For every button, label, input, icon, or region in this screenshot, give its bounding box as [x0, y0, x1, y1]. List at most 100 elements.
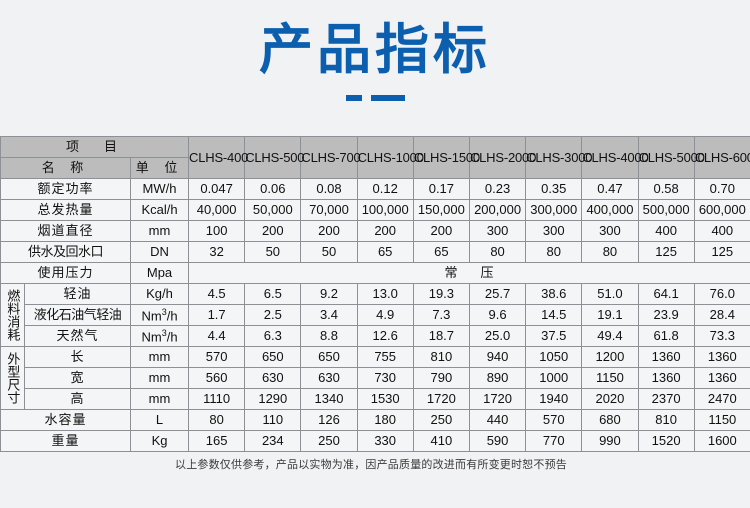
- table-row: 液化石油气轻油 Nm3/h 1.7 2.5 3.4 4.9 7.3 9.6 14.5 19.1 23…: [1, 304, 750, 326]
- row-value: 49.4: [581, 325, 639, 347]
- row-value: 80: [188, 409, 246, 431]
- row-value: 51.0: [581, 283, 639, 305]
- row-value: 2020: [581, 388, 639, 410]
- row-unit: Mpa: [129, 262, 190, 284]
- row-value: 1600: [693, 430, 750, 452]
- row-value: 630: [244, 367, 302, 389]
- header-item-group: 项 目: [0, 136, 190, 158]
- row-value: 570: [525, 409, 583, 431]
- row-value: 0.17: [412, 178, 470, 200]
- header-model-4: CLHS-1000: [356, 136, 424, 179]
- row-value: 4.4: [188, 325, 246, 347]
- row-value: 1720: [468, 388, 527, 410]
- row-value: 180: [356, 409, 414, 431]
- divider-dash-long: [370, 94, 405, 101]
- row-value: 1360: [693, 346, 750, 368]
- row-value: 64.1: [637, 283, 695, 305]
- row-value: 0.35: [525, 178, 583, 200]
- row-value: 990: [581, 430, 639, 452]
- row-value: 8.8: [300, 325, 358, 347]
- row-value: 600,000: [693, 199, 750, 221]
- row-value: 165: [188, 430, 246, 452]
- row-group-dimension: 外型尺寸: [0, 346, 25, 410]
- row-value: 570: [188, 346, 246, 368]
- row-value: 650: [244, 346, 302, 368]
- row-value: 0.70: [693, 178, 750, 200]
- row-value: 50,000: [244, 199, 302, 221]
- row-value: 200: [356, 220, 414, 242]
- row-unit: DN: [129, 241, 190, 263]
- row-value: 1110: [188, 388, 246, 410]
- row-value: 730: [356, 367, 414, 389]
- row-unit: Kcal/h: [129, 199, 190, 221]
- row-value: 23.9: [637, 304, 695, 326]
- header-model-2: CLHS-500: [244, 136, 305, 179]
- row-value: 9.2: [300, 283, 358, 305]
- row-unit: mm: [129, 220, 190, 242]
- row-value: 4.5: [188, 283, 246, 305]
- table-header-row-2: 名 称单 位: [0, 157, 750, 179]
- spec-table-wrap: 项 目 CLHS-400 CLHS-500 CLHS-700 CLHS-1000 CLHS…: [0, 136, 750, 452]
- row-value: 680: [581, 409, 639, 431]
- table-row: 外型尺寸长 mm 570 650 650 755 810 940 1050 1200 1360 136…: [0, 346, 750, 410]
- row-value: 80: [468, 241, 527, 263]
- row-value: 1360: [693, 367, 750, 389]
- row-value: 50: [300, 241, 358, 263]
- header-model-3: CLHS-700: [300, 136, 361, 179]
- row-value: 25.0: [468, 325, 527, 347]
- title-block: 产品指标: [0, 0, 750, 101]
- row-value: 400: [637, 220, 695, 242]
- row-label: 液化石油气轻油: [24, 304, 131, 326]
- row-unit: Kg/h: [129, 283, 190, 305]
- row-label: 供水及回水口: [0, 241, 131, 263]
- row-value: 2.5: [244, 304, 302, 326]
- row-value: 250: [300, 430, 358, 452]
- row-value: 400,000: [581, 199, 639, 221]
- row-value: 9.6: [468, 304, 527, 326]
- row-value: 1520: [637, 430, 695, 452]
- row-value: 0.47: [581, 178, 639, 200]
- spec-table: 项 目 CLHS-400 CLHS-500 CLHS-700 CLHS-1000 CLHS…: [0, 136, 750, 452]
- row-value: 37.5: [525, 325, 583, 347]
- row-value: 250: [412, 409, 470, 431]
- row-unit: Kg: [129, 430, 190, 452]
- row-value: 73.3: [693, 325, 750, 347]
- row-value: 70,000: [300, 199, 358, 221]
- row-value: 500,000: [637, 199, 695, 221]
- table-row: 高 mm 1110 1290 1340 1530 1720 1720 1940 2020 2370 2…: [1, 388, 750, 410]
- row-value: 1.7: [188, 304, 246, 326]
- row-unit: mm: [129, 346, 190, 368]
- header-model-6: CLHS-2000: [468, 136, 536, 179]
- table-row: 水容量 L 80 110 126 180 250 440 570 680 810 1150: [0, 409, 750, 431]
- row-label: 额定功率: [0, 178, 131, 200]
- row-value: 32: [188, 241, 246, 263]
- row-value: 1150: [581, 367, 639, 389]
- table-row: 供水及回水口 DN 32 50 50 65 65 80 80 80 125 125: [0, 241, 750, 263]
- row-value: 1150: [693, 409, 750, 431]
- row-value: 234: [244, 430, 302, 452]
- row-value: 6.5: [244, 283, 302, 305]
- row-value: 1530: [356, 388, 414, 410]
- header-model-1: CLHS-400: [188, 136, 248, 179]
- row-value: 1720: [412, 388, 470, 410]
- row-value: 890: [468, 367, 527, 389]
- table-row: 总发热量 Kcal/h 40,000 50,000 70,000 100,000 150,0…: [0, 199, 750, 221]
- row-value: 2470: [693, 388, 750, 410]
- row-label: 宽: [24, 367, 131, 389]
- row-value: 300,000: [525, 199, 583, 221]
- row-value: 1000: [525, 367, 583, 389]
- header-model-8: CLHS-4000: [581, 136, 649, 179]
- row-label: 水容量: [0, 409, 131, 431]
- row-value: 2370: [637, 388, 695, 410]
- row-value: 790: [412, 367, 470, 389]
- row-value: 125: [693, 241, 750, 263]
- row-value: 1340: [300, 388, 358, 410]
- row-value: 18.7: [412, 325, 470, 347]
- row-value: 0.23: [468, 178, 527, 200]
- row-unit: Nm3/h: [129, 325, 190, 347]
- row-value: 630: [300, 367, 358, 389]
- table-row: 烟道直径 mm 100 200 200 200 200 300 300 300 400 400: [0, 220, 750, 242]
- row-label: 烟道直径: [0, 220, 131, 242]
- row-value: 65: [356, 241, 414, 263]
